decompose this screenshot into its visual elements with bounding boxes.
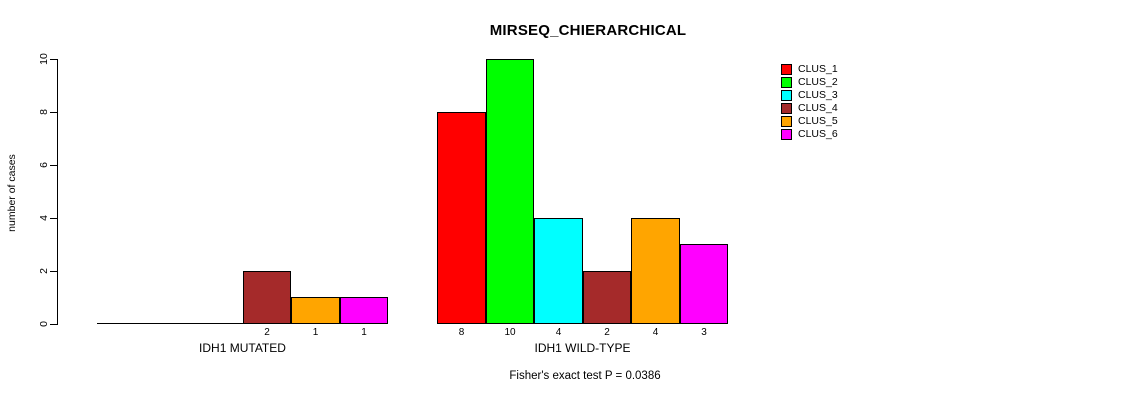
bar-clus_6-1 bbox=[340, 297, 388, 324]
legend-item-clus_5: CLUS_5 bbox=[781, 115, 838, 127]
y-axis-tick-label: 0 bbox=[38, 321, 50, 327]
y-axis-tick bbox=[50, 324, 57, 325]
bar-clus_5-1 bbox=[291, 297, 340, 324]
bar-value-label: 4 bbox=[555, 327, 562, 338]
legend-item-clus_3: CLUS_3 bbox=[781, 89, 838, 101]
legend-swatch-icon bbox=[781, 115, 792, 127]
y-axis-tick-label: 8 bbox=[38, 109, 50, 115]
y-axis-title: number of cases bbox=[6, 154, 18, 232]
legend-label: CLUS_1 bbox=[798, 63, 838, 75]
bar-clus_5-2 bbox=[631, 218, 680, 324]
legend-swatch-icon bbox=[781, 102, 792, 114]
zero-height-bar-baseline bbox=[97, 323, 146, 324]
bar-value-label: 10 bbox=[504, 327, 516, 338]
bar-value-label: 8 bbox=[458, 327, 465, 338]
legend-item-clus_6: CLUS_6 bbox=[781, 128, 838, 140]
bar-value-label: 3 bbox=[701, 327, 707, 338]
group-label: IDH1 MUTATED bbox=[199, 341, 286, 355]
y-axis-tick bbox=[50, 271, 57, 272]
legend-label: CLUS_4 bbox=[798, 102, 838, 114]
bar-value-label: 2 bbox=[264, 327, 270, 338]
chart-title: MIRSEQ_CHIERARCHICAL bbox=[489, 22, 687, 39]
bar-value-label: 1 bbox=[312, 327, 319, 338]
bar-value-label: 4 bbox=[652, 327, 659, 338]
y-axis-tick bbox=[50, 218, 57, 219]
bar-clus_3-2 bbox=[534, 218, 583, 324]
y-axis-tick-label: 6 bbox=[38, 162, 50, 168]
bar-clus_2-2 bbox=[486, 59, 534, 324]
bar-clus_4-1 bbox=[243, 271, 291, 324]
legend-item-clus_2: CLUS_2 bbox=[781, 76, 838, 88]
bar-value-label: 2 bbox=[604, 327, 610, 338]
y-axis-tick-label: 2 bbox=[38, 268, 50, 274]
y-axis-tick bbox=[50, 112, 57, 113]
bar-value-label: 1 bbox=[361, 327, 367, 338]
legend-label: CLUS_2 bbox=[798, 76, 838, 88]
y-axis-line bbox=[57, 59, 58, 325]
legend-label: CLUS_5 bbox=[798, 115, 838, 127]
bar-clus_6-2 bbox=[680, 244, 728, 324]
y-axis-tick bbox=[50, 59, 57, 60]
zero-height-bar-baseline bbox=[194, 323, 243, 324]
legend-swatch-icon bbox=[781, 89, 792, 101]
zero-height-bar-baseline bbox=[146, 323, 194, 324]
legend-swatch-icon bbox=[781, 63, 792, 75]
bar-clus_4-2 bbox=[583, 271, 631, 324]
legend-item-clus_4: CLUS_4 bbox=[781, 102, 838, 114]
y-axis-tick-label: 10 bbox=[38, 53, 50, 65]
y-axis-tick-label: 4 bbox=[38, 215, 50, 221]
bar-clus_1-2 bbox=[437, 112, 486, 324]
legend-swatch-icon bbox=[781, 128, 792, 140]
stat-test-annotation: Fisher's exact test P = 0.0386 bbox=[509, 370, 661, 382]
legend-item-clus_1: CLUS_1 bbox=[781, 63, 838, 75]
y-axis-tick bbox=[50, 165, 57, 166]
legend-label: CLUS_6 bbox=[798, 128, 838, 140]
group-label: IDH1 WILD-TYPE bbox=[534, 341, 631, 355]
legend-label: CLUS_3 bbox=[798, 89, 838, 101]
legend-swatch-icon bbox=[781, 76, 792, 88]
